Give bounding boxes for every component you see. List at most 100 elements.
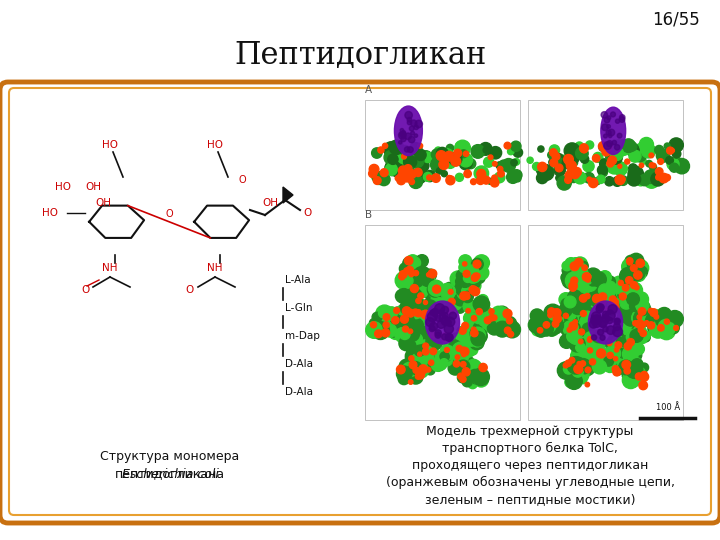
Circle shape xyxy=(613,327,623,336)
Circle shape xyxy=(569,282,577,291)
Circle shape xyxy=(461,347,466,352)
Circle shape xyxy=(372,322,390,340)
Circle shape xyxy=(546,325,557,336)
Circle shape xyxy=(670,148,675,153)
Circle shape xyxy=(474,273,480,279)
Ellipse shape xyxy=(426,301,459,344)
Circle shape xyxy=(410,312,422,324)
Circle shape xyxy=(459,150,467,158)
Circle shape xyxy=(475,364,485,374)
Circle shape xyxy=(585,141,594,149)
Circle shape xyxy=(617,133,622,138)
Circle shape xyxy=(593,152,603,163)
Circle shape xyxy=(559,155,570,165)
Circle shape xyxy=(418,300,431,313)
Circle shape xyxy=(674,158,690,174)
Circle shape xyxy=(441,306,449,314)
Circle shape xyxy=(409,261,421,274)
Circle shape xyxy=(415,120,423,128)
Circle shape xyxy=(414,278,428,292)
Circle shape xyxy=(468,346,477,355)
Circle shape xyxy=(599,305,604,309)
Text: HO: HO xyxy=(42,208,58,218)
Circle shape xyxy=(390,140,404,154)
Circle shape xyxy=(432,308,438,314)
Circle shape xyxy=(415,255,428,267)
Circle shape xyxy=(574,364,582,374)
Text: L-Gln: L-Gln xyxy=(285,303,312,313)
Circle shape xyxy=(400,329,410,340)
Circle shape xyxy=(670,163,679,172)
Circle shape xyxy=(451,157,461,166)
Circle shape xyxy=(580,144,588,153)
Circle shape xyxy=(471,145,485,158)
Circle shape xyxy=(412,313,426,327)
Circle shape xyxy=(580,360,593,373)
Circle shape xyxy=(449,340,461,353)
Circle shape xyxy=(561,321,577,337)
Circle shape xyxy=(616,312,634,329)
Circle shape xyxy=(600,335,605,340)
Circle shape xyxy=(403,161,413,171)
Circle shape xyxy=(466,308,470,313)
Circle shape xyxy=(470,317,482,329)
Circle shape xyxy=(448,361,462,375)
Circle shape xyxy=(402,258,414,269)
Circle shape xyxy=(581,146,588,153)
Circle shape xyxy=(570,261,586,278)
Circle shape xyxy=(469,323,479,333)
Circle shape xyxy=(415,149,426,160)
Circle shape xyxy=(585,278,590,282)
Circle shape xyxy=(464,272,469,276)
Text: D-Ala: D-Ala xyxy=(285,359,313,369)
Text: O: O xyxy=(303,208,311,218)
Circle shape xyxy=(442,313,448,319)
Circle shape xyxy=(475,266,489,280)
Circle shape xyxy=(423,352,438,366)
Circle shape xyxy=(548,151,555,159)
Circle shape xyxy=(420,272,435,286)
Circle shape xyxy=(459,273,469,283)
Circle shape xyxy=(444,324,454,334)
Circle shape xyxy=(603,134,608,138)
Circle shape xyxy=(655,168,663,176)
Circle shape xyxy=(598,318,608,327)
Circle shape xyxy=(463,300,476,313)
Circle shape xyxy=(621,177,625,181)
Circle shape xyxy=(648,308,653,313)
Circle shape xyxy=(513,148,523,157)
Circle shape xyxy=(477,313,488,325)
Circle shape xyxy=(441,350,451,362)
Circle shape xyxy=(593,337,603,348)
Circle shape xyxy=(620,296,633,309)
Circle shape xyxy=(464,294,470,300)
Circle shape xyxy=(597,349,606,358)
Circle shape xyxy=(440,359,448,367)
Circle shape xyxy=(580,361,585,366)
Circle shape xyxy=(579,353,590,364)
Circle shape xyxy=(515,176,521,182)
Circle shape xyxy=(395,318,405,328)
Circle shape xyxy=(548,308,555,315)
Circle shape xyxy=(467,359,480,372)
Circle shape xyxy=(624,342,631,350)
Circle shape xyxy=(418,293,424,299)
Circle shape xyxy=(590,346,600,355)
Circle shape xyxy=(457,373,468,383)
Circle shape xyxy=(603,275,616,288)
Circle shape xyxy=(426,318,435,327)
Circle shape xyxy=(540,314,557,331)
Circle shape xyxy=(424,171,436,181)
Text: OH: OH xyxy=(85,182,101,192)
Circle shape xyxy=(410,310,418,319)
Circle shape xyxy=(580,310,586,316)
Circle shape xyxy=(563,363,568,368)
Circle shape xyxy=(636,266,647,278)
Circle shape xyxy=(571,277,577,284)
Circle shape xyxy=(585,293,590,299)
Circle shape xyxy=(428,342,438,353)
Circle shape xyxy=(604,307,611,314)
Circle shape xyxy=(538,163,547,172)
Circle shape xyxy=(626,144,639,157)
Circle shape xyxy=(441,346,454,359)
